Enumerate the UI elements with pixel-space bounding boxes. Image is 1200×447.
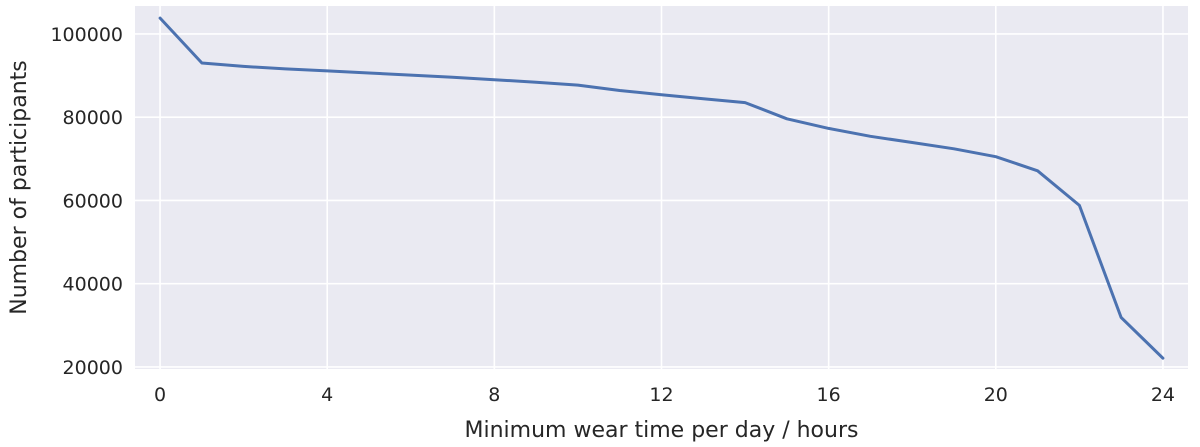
- x-tick-label: 16: [817, 384, 841, 406]
- grid-lines: [135, 6, 1188, 369]
- x-tick-label: 12: [649, 384, 673, 406]
- y-axis-label: Number of participants: [7, 60, 32, 314]
- x-tick-label: 8: [488, 384, 500, 406]
- y-tick-label: 20000: [63, 357, 123, 379]
- x-tick-label: 24: [1151, 384, 1175, 406]
- x-axis-label: Minimum wear time per day / hours: [465, 418, 859, 443]
- x-tick-label: 0: [154, 384, 166, 406]
- series-line: [158, 16, 1165, 360]
- x-tick-label: 20: [984, 384, 1008, 406]
- y-tick-label: 80000: [63, 107, 123, 129]
- y-tick-label: 60000: [63, 190, 123, 212]
- y-tick-label: 40000: [63, 274, 123, 296]
- tick-labels: 0 4 8 12 16 20 24 20000 40000 60000 80000 100000: [50, 24, 1175, 406]
- x-tick-label: 4: [321, 384, 333, 406]
- series-layer: [158, 16, 1165, 360]
- y-tick-label: 100000: [50, 24, 123, 46]
